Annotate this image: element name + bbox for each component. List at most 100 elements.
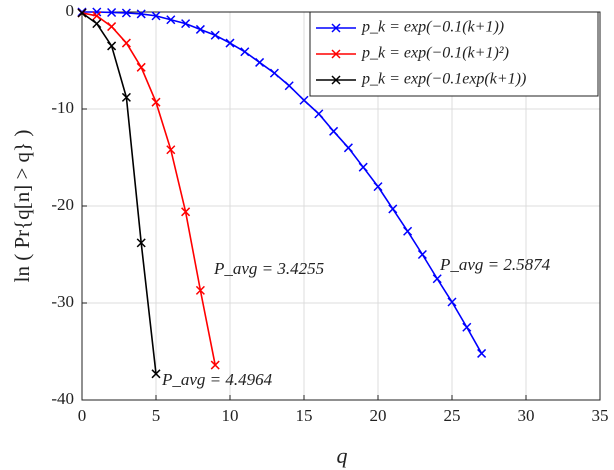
marker-shape [121,92,131,102]
data-point [210,30,220,40]
marker-shape [329,126,339,136]
marker-shape [477,348,487,358]
y-tick-label: 0 [66,1,75,20]
marker-shape [210,30,220,40]
marker-shape [240,47,250,57]
data-point [210,360,220,370]
y-tick-label: -20 [51,195,74,214]
legend: p_k = exp(−0.1(k+1)) p_k = exp(−0.1(k+1)²… [309,11,599,97]
legend-marker [331,49,341,59]
series-line [81,12,216,366]
marker-shape [92,11,102,21]
marker-shape [121,38,131,48]
marker-shape [107,7,117,18]
marker-shape [121,8,131,18]
data-point [329,126,339,136]
legend-label: p_k = exp(−0.1exp(k+1)) [361,71,526,88]
data-point [77,8,87,18]
marker-shape [151,97,161,107]
data-point [107,7,117,18]
data-point [121,8,131,18]
marker-shape [210,360,220,370]
legend-marker [331,75,341,85]
marker-shape [331,75,341,85]
marker-shape [255,57,265,67]
data-point [417,249,427,260]
data-point [195,285,205,295]
marker-shape [417,249,427,260]
x-tick-label: 30 [518,406,535,425]
marker-shape [373,182,383,192]
marker-shape [314,109,324,119]
marker-shape [77,8,87,18]
marker-shape [269,68,279,78]
x-axis-label: q [337,443,348,468]
data-point [462,322,472,332]
x-tick-label: 35 [592,406,609,425]
annotation: P_avg = 2.5874 [439,255,551,274]
data-point [284,81,294,91]
marker-shape [136,238,146,248]
data-point [225,38,235,48]
data-point [166,15,176,25]
marker-shape [432,274,442,284]
data-point [121,92,131,102]
y-tick-label: -10 [51,98,74,117]
marker-shape [299,95,309,105]
data-point [195,24,205,34]
data-point [151,97,161,107]
data-point [151,11,161,21]
marker-shape [447,297,457,307]
data-point [447,297,457,307]
marker-shape [166,15,176,25]
data-point [136,62,146,72]
marker-shape [151,369,161,379]
data-point [107,41,117,51]
x-tick-label: 0 [78,406,87,425]
data-point [358,162,368,172]
data-point [181,207,191,217]
data-point [92,19,102,29]
data-point [373,182,383,192]
marker-shape [166,145,176,155]
marker-shape [388,204,398,214]
annotation: P_avg = 3.4255 [213,259,324,278]
legend-marker [331,23,341,33]
annotation: P_avg = 4.4964 [161,370,273,389]
marker-shape [462,322,472,332]
data-point [166,145,176,155]
data-point [269,68,279,78]
data-point [240,47,250,57]
data-point [403,226,413,236]
data-point [181,19,191,29]
marker-shape [284,81,294,91]
data-point [151,369,161,379]
marker-shape [107,22,117,32]
data-point [432,274,442,284]
data-point [92,11,102,21]
x-tick-label: 25 [444,406,461,425]
data-point [136,9,146,19]
y-axis-label: ln ( Pr{q[n] > q} ) [10,130,34,283]
data-point [121,38,131,48]
marker-shape [343,143,353,153]
data-point [477,348,487,358]
marker-shape [92,19,102,29]
legend-label: p_k = exp(−0.1(k+1)²) [361,45,509,62]
marker-shape [181,19,191,29]
marker-shape [331,23,341,33]
marker-shape [136,62,146,72]
series-line [82,11,483,354]
marker-shape [195,24,205,34]
marker-shape [136,9,146,19]
marker-shape [225,38,235,48]
data-point [299,95,309,105]
marker-shape [151,11,161,21]
legend-box [309,11,599,97]
marker-shape [181,207,191,217]
marker-shape [107,41,117,51]
data-point [388,204,398,214]
data-point [314,109,324,119]
x-tick-label: 10 [222,406,239,425]
